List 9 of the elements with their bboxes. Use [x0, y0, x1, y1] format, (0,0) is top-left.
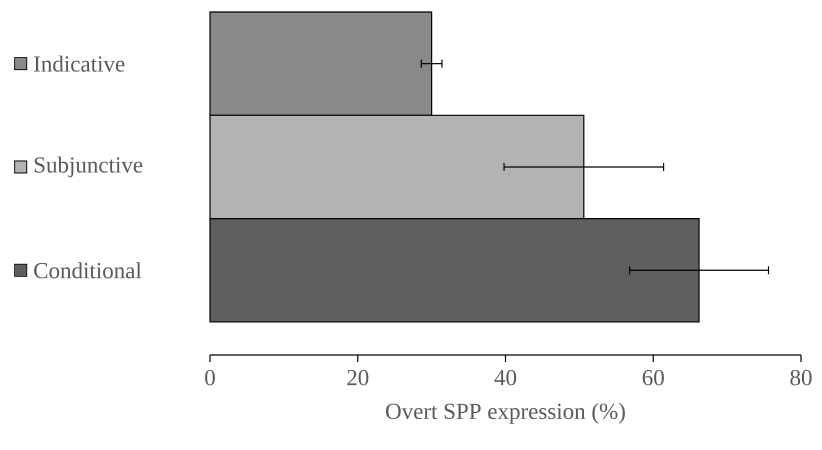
x-tick-label: 40: [494, 370, 516, 386]
x-tick-label: 60: [642, 370, 664, 386]
x-axis-title: Overt SPP expression (%): [386, 402, 625, 424]
x-tick-label: 0: [205, 370, 215, 386]
x-tick-label: 80: [790, 370, 812, 386]
y-tick-label: Subjunctive: [34, 156, 142, 178]
y-tick-label: Indicative: [34, 56, 124, 72]
y-tick-label: Conditional: [34, 262, 142, 278]
x-tick-label: 20: [347, 370, 368, 386]
